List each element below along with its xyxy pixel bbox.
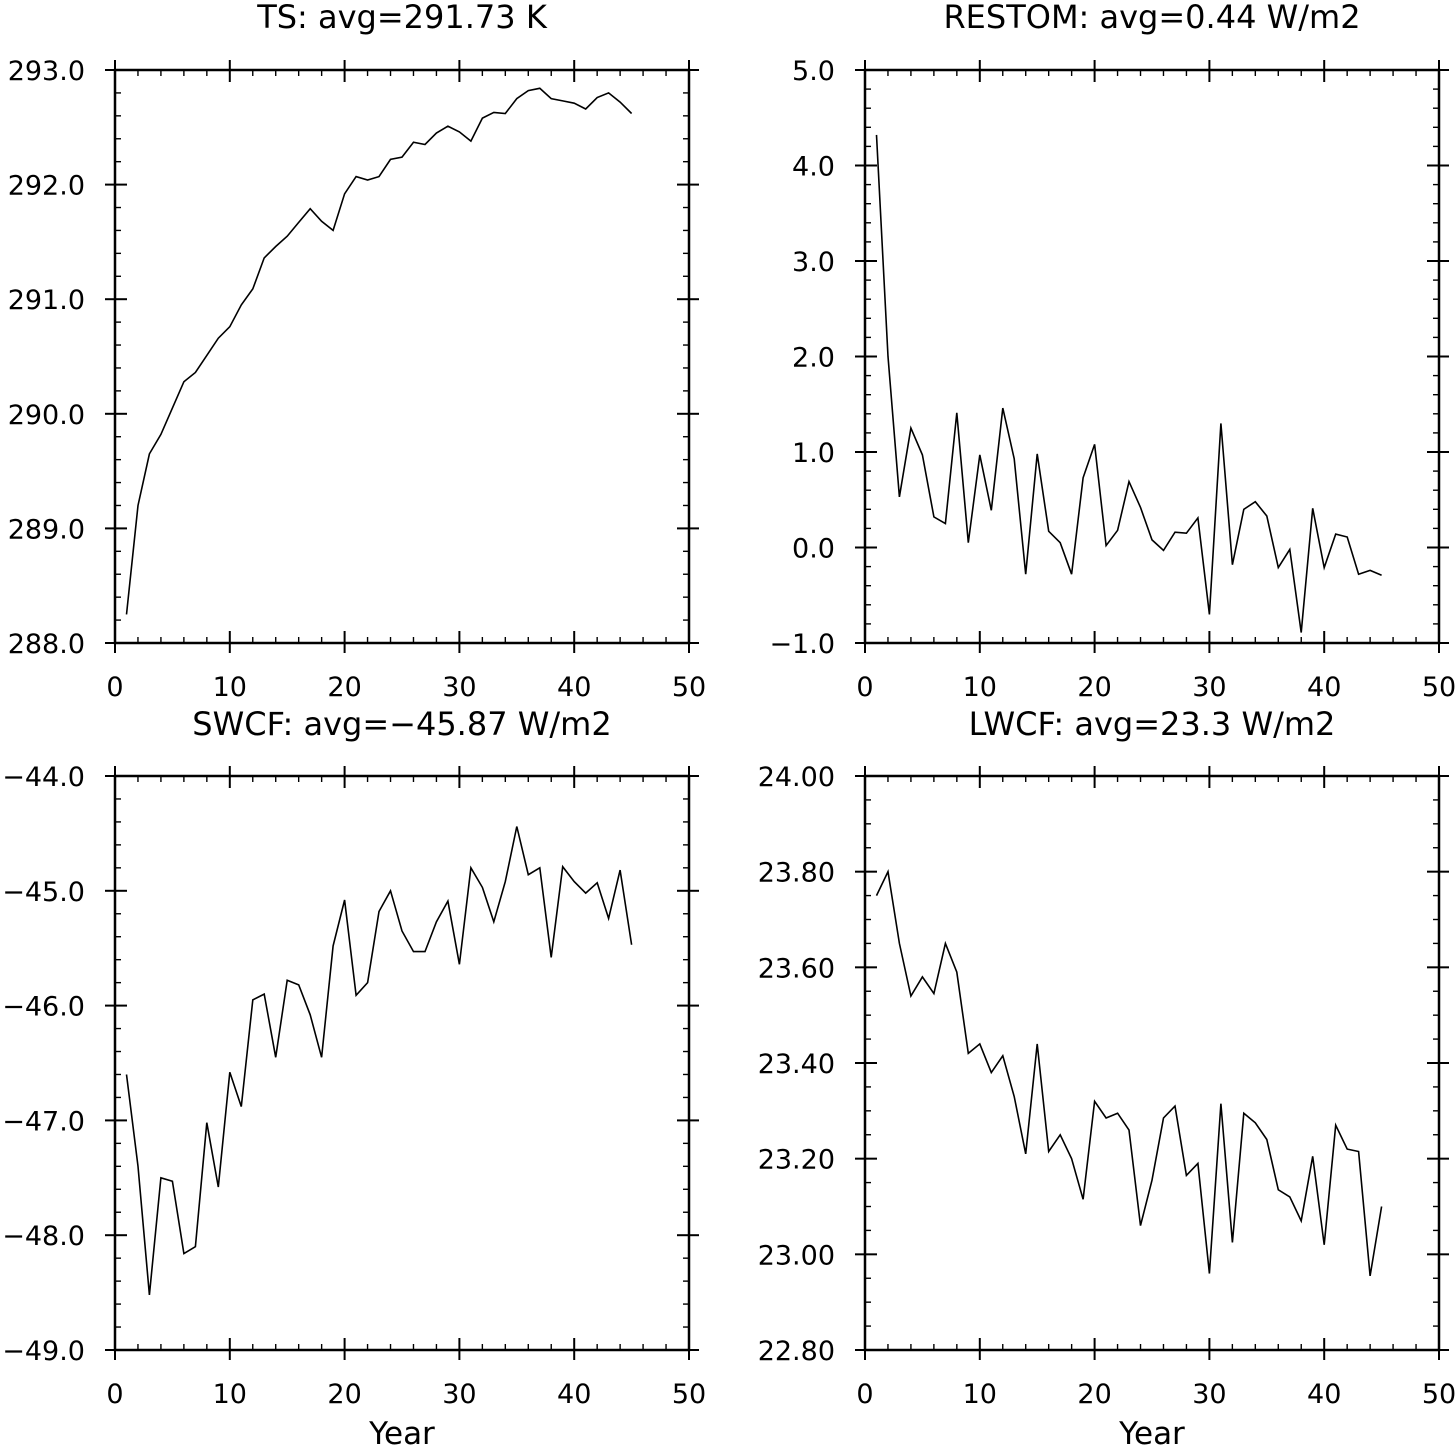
y-tick-label: −46.0 bbox=[2, 992, 85, 1023]
y-tick-label: 23.80 bbox=[758, 858, 835, 889]
y-tick-label: 5.0 bbox=[792, 56, 835, 87]
y-tick-label: 23.20 bbox=[758, 1145, 835, 1176]
y-tick-label: 4.0 bbox=[792, 152, 835, 183]
x-tick-label: 0 bbox=[856, 1379, 873, 1410]
x-tick-label: 50 bbox=[672, 672, 706, 703]
y-tick-label: 24.00 bbox=[758, 762, 835, 793]
x-tick-label: 40 bbox=[1307, 1379, 1341, 1410]
series-line bbox=[125, 87, 633, 615]
x-tick-label: 50 bbox=[672, 1379, 706, 1410]
x-tick-label: 10 bbox=[213, 1379, 247, 1410]
panel-title: LWCF: avg=23.3 W/m2 bbox=[969, 705, 1336, 743]
y-tick-label: 291.0 bbox=[8, 285, 85, 316]
y-tick-label: −44.0 bbox=[2, 762, 85, 793]
x-axis-label: Year bbox=[1118, 1416, 1185, 1452]
x-tick-label: 30 bbox=[1192, 1379, 1226, 1410]
y-tick-label: −49.0 bbox=[2, 1336, 85, 1367]
x-tick-label: 0 bbox=[856, 672, 873, 703]
x-tick-label: 20 bbox=[327, 672, 361, 703]
y-tick-label: 0.0 bbox=[792, 534, 835, 565]
y-tick-label: −48.0 bbox=[2, 1221, 85, 1252]
y-tick-label: −1.0 bbox=[769, 629, 835, 660]
plot-frame bbox=[863, 774, 1441, 1352]
y-tick-label: 3.0 bbox=[792, 247, 835, 278]
y-tick-label: 288.0 bbox=[8, 629, 85, 660]
panel-title: SWCF: avg=−45.87 W/m2 bbox=[192, 705, 611, 743]
series-line bbox=[875, 134, 1382, 633]
y-tick-label: 23.40 bbox=[758, 1049, 835, 1080]
x-tick-label: 40 bbox=[1307, 672, 1341, 703]
y-tick-label: 292.0 bbox=[8, 171, 85, 202]
x-tick-label: 30 bbox=[1192, 672, 1226, 703]
panel-ts: TS: avg=291.73 K 0 10 20 30 40 50 288.0 289.0 29… bbox=[8, 0, 706, 703]
y-tick-label: 293.0 bbox=[8, 56, 85, 87]
x-tick-label: 0 bbox=[106, 1379, 123, 1410]
x-tick-label: 50 bbox=[1422, 672, 1456, 703]
x-tick-label: 0 bbox=[106, 672, 123, 703]
x-axis-label: Year bbox=[368, 1416, 435, 1452]
panel-restom: RESTOM: avg=0.44 W/m2 0 10 20 30 40 50 −1.0 0.0… bbox=[769, 0, 1456, 703]
y-tick-label: 289.0 bbox=[8, 514, 85, 545]
y-tick-label: 23.00 bbox=[758, 1240, 835, 1271]
x-tick-label: 40 bbox=[557, 1379, 591, 1410]
x-tick-label: 40 bbox=[557, 672, 591, 703]
x-tick-label: 10 bbox=[963, 1379, 997, 1410]
x-tick-label: 20 bbox=[1077, 672, 1111, 703]
panel-title: TS: avg=291.73 K bbox=[256, 0, 548, 36]
panel-title: RESTOM: avg=0.44 W/m2 bbox=[943, 0, 1360, 36]
y-tick-label: 1.0 bbox=[792, 438, 835, 469]
y-tick-label: −45.0 bbox=[2, 877, 85, 908]
x-tick-label: 20 bbox=[1077, 1379, 1111, 1410]
x-tick-label: 10 bbox=[213, 672, 247, 703]
x-tick-label: 10 bbox=[963, 672, 997, 703]
panel-swcf: SWCF: avg=−45.87 W/m2 Year 0 10 20 30 40 50 −4… bbox=[2, 705, 706, 1452]
y-tick-label: −47.0 bbox=[2, 1106, 85, 1137]
y-tick-label: 23.60 bbox=[758, 953, 835, 984]
x-tick-label: 20 bbox=[327, 1379, 361, 1410]
y-tick-label: 22.80 bbox=[758, 1336, 835, 1367]
x-tick-label: 50 bbox=[1422, 1379, 1456, 1410]
y-tick-label: 2.0 bbox=[792, 343, 835, 374]
series-line bbox=[125, 826, 633, 1295]
y-tick-label: 290.0 bbox=[8, 400, 85, 431]
x-tick-label: 30 bbox=[442, 1379, 476, 1410]
series-line bbox=[875, 869, 1383, 1277]
plot-frame bbox=[863, 68, 1441, 645]
panel-lwcf: LWCF: avg=23.3 W/m2 Year 0 10 20 30 40 50 22.8… bbox=[758, 705, 1456, 1452]
plot-frame bbox=[113, 68, 691, 645]
x-tick-label: 30 bbox=[442, 672, 476, 703]
plot-frame bbox=[113, 774, 691, 1352]
